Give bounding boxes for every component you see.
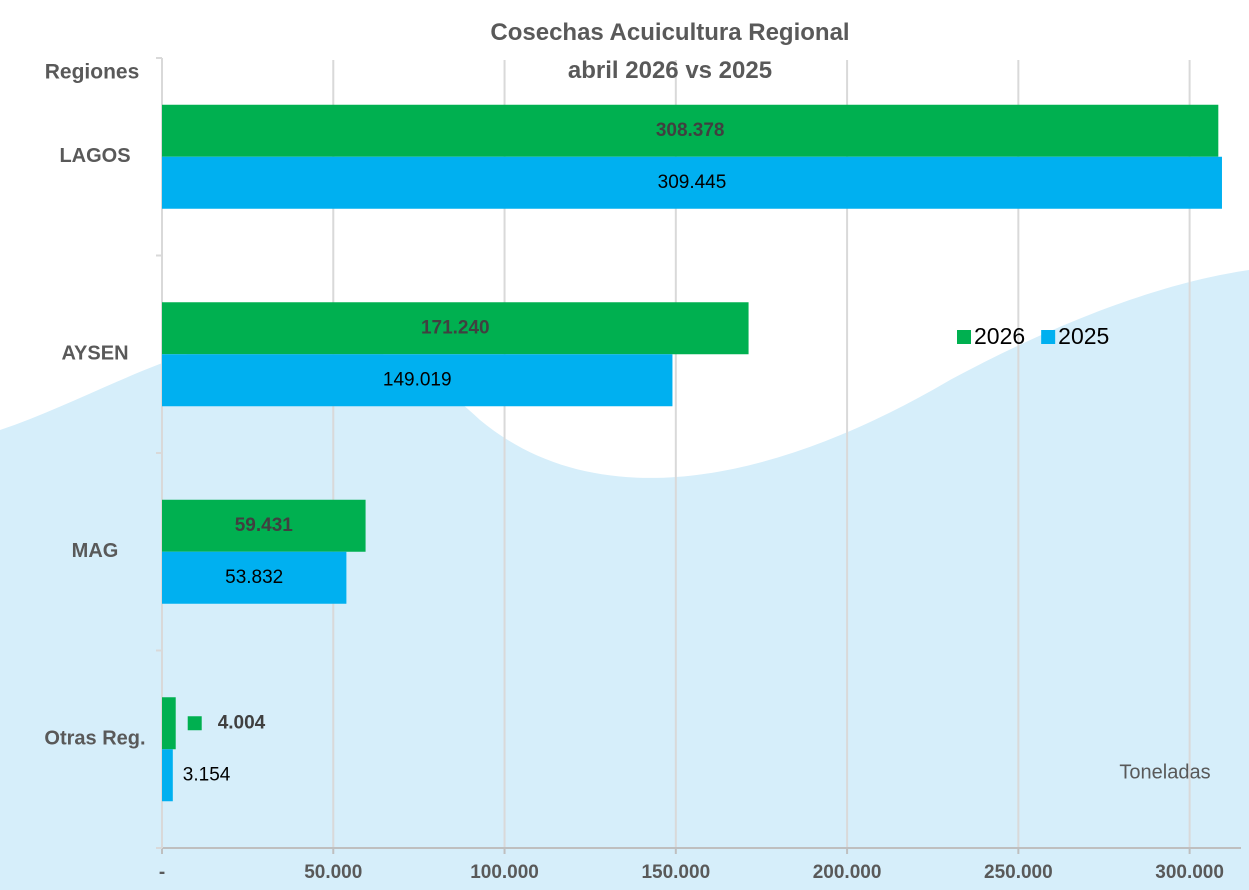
bar xyxy=(162,302,749,355)
legend-key xyxy=(1041,330,1056,344)
data-label: 4.004 xyxy=(218,712,266,733)
data-label: 53.832 xyxy=(225,567,283,588)
y-tick-label: Otras Reg. xyxy=(44,728,145,750)
bar xyxy=(162,156,1222,209)
y-tick-label: MAG xyxy=(72,540,119,562)
chart-title: Cosechas Acuicultura Regional abril 2026… xyxy=(490,19,850,84)
y-tick-label: AYSEN xyxy=(61,343,128,365)
bar xyxy=(162,749,173,802)
background-wave xyxy=(0,270,1249,890)
y-tick-label: LAGOS xyxy=(59,145,130,167)
x-tick-label: 300.000 xyxy=(1155,862,1224,883)
bar xyxy=(162,697,176,750)
bar xyxy=(162,499,366,552)
x-tick-label: 200.000 xyxy=(813,862,882,883)
x-tick-label: 50.000 xyxy=(304,862,362,883)
y-axis-label: Regiones xyxy=(45,61,140,84)
data-label: 59.431 xyxy=(235,515,294,536)
legend-label: 2025 xyxy=(1058,323,1109,349)
annotation: Toneladas xyxy=(1119,761,1210,783)
legend-label: 2026 xyxy=(974,323,1025,349)
x-tick-label: 100.000 xyxy=(470,862,539,883)
data-label: 149.019 xyxy=(383,369,452,390)
data-label: 309.445 xyxy=(658,172,727,193)
label-key xyxy=(187,716,202,731)
data-label: 308.378 xyxy=(656,120,725,141)
bar xyxy=(162,104,1219,157)
legend-key xyxy=(957,330,971,344)
bar xyxy=(162,354,673,407)
data-label: 3.154 xyxy=(183,764,231,785)
data-label: 171.240 xyxy=(421,317,490,338)
bar xyxy=(162,551,347,604)
x-tick-label: - xyxy=(159,862,165,883)
x-tick-label: 250.000 xyxy=(984,862,1053,883)
x-tick-label: 150.000 xyxy=(641,862,710,883)
